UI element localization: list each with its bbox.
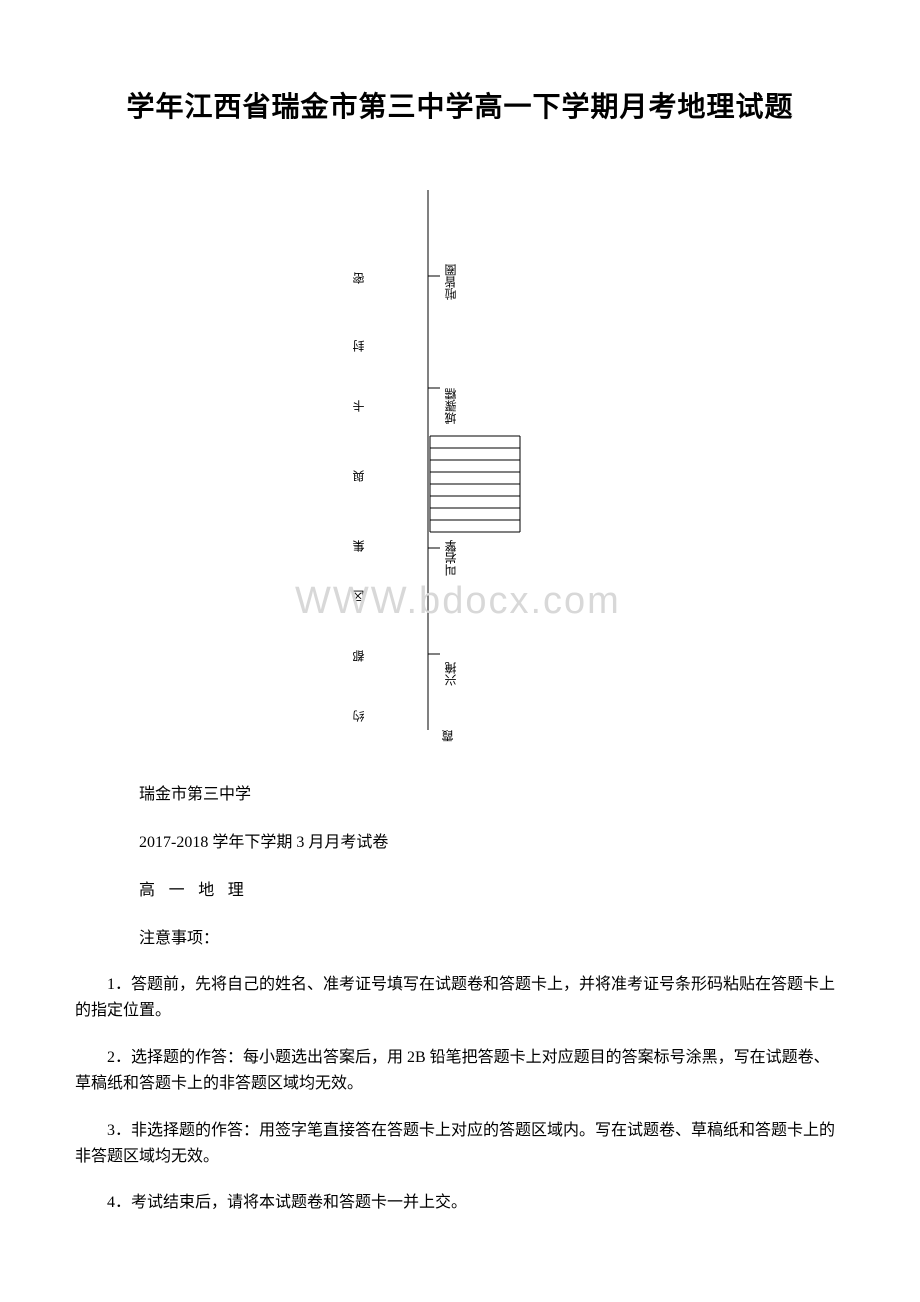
right-label-top: 啦皆圈 — [442, 264, 459, 300]
exam-period: 2017-2018 学年下学期 3 月月考试卷 — [139, 828, 845, 852]
left-char-1: 封 — [350, 340, 367, 352]
notes-heading: 注意事项： — [139, 924, 845, 948]
left-char-5: 区 — [350, 590, 367, 602]
left-char-0: 密 — [350, 272, 367, 284]
left-char-3: 與 — [350, 470, 367, 482]
page-title: 学年江西省瑞金市第三中学高一下学期月考地理试题 — [75, 85, 845, 125]
form-diagram: 密 封 卡 與 集 区 都 约 啦皆圈 城骤糯 叫岩擎 兴掩 霞 WWW.bdo… — [230, 190, 845, 750]
right-label-bot: 兴掩 — [442, 662, 459, 686]
right-label-mid2: 叫岩擎 — [442, 540, 459, 576]
instruction-2: 2．选择题的作答：每小题选出答案后，用 2B 铅笔把答题卡上对应题目的答案标号涂… — [75, 1045, 845, 1098]
bottom-char: 霞 — [439, 730, 456, 742]
subject-line: 高 一 地 理 — [139, 876, 845, 900]
instruction-3: 3．非选择题的作答：用签字笔直接答在答题卡上对应的答题区域内。写在试题卷、草稿纸… — [75, 1118, 845, 1171]
diagram-svg — [230, 190, 550, 750]
left-char-6: 都 — [350, 650, 367, 662]
school-name: 瑞金市第三中学 — [139, 786, 251, 803]
content-block: 瑞金市第三中学 2017-2018 学年下学期 3 月月考试卷 高 一 地 理 … — [75, 780, 845, 1217]
instruction-1: 1．答题前，先将自己的姓名、准考证号填写在试题卷和答题卡上，并将准考证号条形码粘… — [75, 972, 845, 1025]
right-label-mid1: 城骤糯 — [442, 388, 459, 424]
instruction-4: 4．考试结束后，请将本试题卷和答题卡一并上交。 — [75, 1190, 845, 1216]
left-char-7: 约 — [350, 710, 367, 722]
school-line: 瑞金市第三中学 — [139, 780, 845, 804]
left-char-2: 卡 — [350, 400, 367, 412]
left-char-4: 集 — [350, 540, 367, 552]
